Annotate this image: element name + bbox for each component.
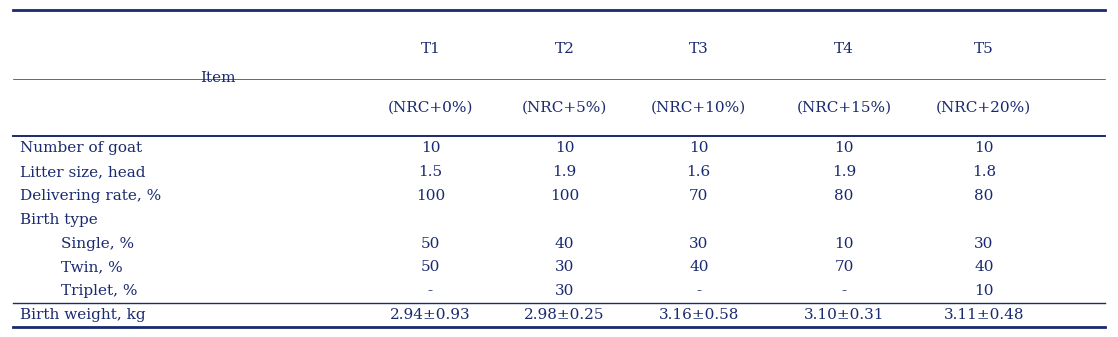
Text: T2: T2 [555, 42, 575, 56]
Text: 10: 10 [555, 142, 575, 155]
Text: T5: T5 [974, 42, 994, 56]
Text: 30: 30 [555, 261, 575, 274]
Text: T4: T4 [834, 42, 854, 56]
Text: 2.94±0.93: 2.94±0.93 [390, 308, 471, 322]
Text: 30: 30 [689, 237, 709, 251]
Text: T3: T3 [689, 42, 709, 56]
Text: -: - [428, 284, 433, 298]
Text: 1.8: 1.8 [972, 165, 996, 179]
Text: 1.5: 1.5 [418, 165, 443, 179]
Text: 3.11±0.48: 3.11±0.48 [944, 308, 1024, 322]
Text: 80: 80 [834, 189, 854, 203]
Text: 40: 40 [974, 261, 994, 274]
Text: 70: 70 [689, 189, 709, 203]
Text: 30: 30 [555, 284, 575, 298]
Text: T1: T1 [420, 42, 440, 56]
Text: 10: 10 [834, 142, 854, 155]
Text: Birth weight, kg: Birth weight, kg [20, 308, 145, 322]
Text: 10: 10 [689, 142, 709, 155]
Text: 3.10±0.31: 3.10±0.31 [804, 308, 884, 322]
Text: 10: 10 [974, 142, 994, 155]
Text: (NRC+10%): (NRC+10%) [651, 101, 747, 115]
Text: 10: 10 [420, 142, 440, 155]
Text: (NRC+20%): (NRC+20%) [936, 101, 1032, 115]
Text: -: - [697, 284, 701, 298]
Text: 1.9: 1.9 [832, 165, 856, 179]
Text: Number of goat: Number of goat [20, 142, 142, 155]
Text: Delivering rate, %: Delivering rate, % [20, 189, 161, 203]
Text: 70: 70 [834, 261, 854, 274]
Text: 40: 40 [689, 261, 709, 274]
Text: 50: 50 [420, 261, 440, 274]
Text: Item: Item [200, 71, 236, 85]
Text: 1.6: 1.6 [686, 165, 711, 179]
Text: 100: 100 [416, 189, 445, 203]
Text: Single, %: Single, % [61, 237, 134, 251]
Text: (NRC+15%): (NRC+15%) [796, 101, 892, 115]
Text: 30: 30 [974, 237, 994, 251]
Text: Twin, %: Twin, % [61, 261, 123, 274]
Text: -: - [842, 284, 846, 298]
Text: (NRC+0%): (NRC+0%) [388, 101, 473, 115]
Text: 1.9: 1.9 [552, 165, 577, 179]
Text: 2.98±0.25: 2.98±0.25 [524, 308, 605, 322]
Text: 10: 10 [834, 237, 854, 251]
Text: 50: 50 [420, 237, 440, 251]
Text: Triplet, %: Triplet, % [61, 284, 138, 298]
Text: 80: 80 [974, 189, 994, 203]
Text: 100: 100 [550, 189, 579, 203]
Text: Birth type: Birth type [20, 213, 98, 227]
Text: 10: 10 [974, 284, 994, 298]
Text: (NRC+5%): (NRC+5%) [522, 101, 607, 115]
Text: 3.16±0.58: 3.16±0.58 [659, 308, 739, 322]
Text: 40: 40 [555, 237, 575, 251]
Text: Litter size, head: Litter size, head [20, 165, 145, 179]
